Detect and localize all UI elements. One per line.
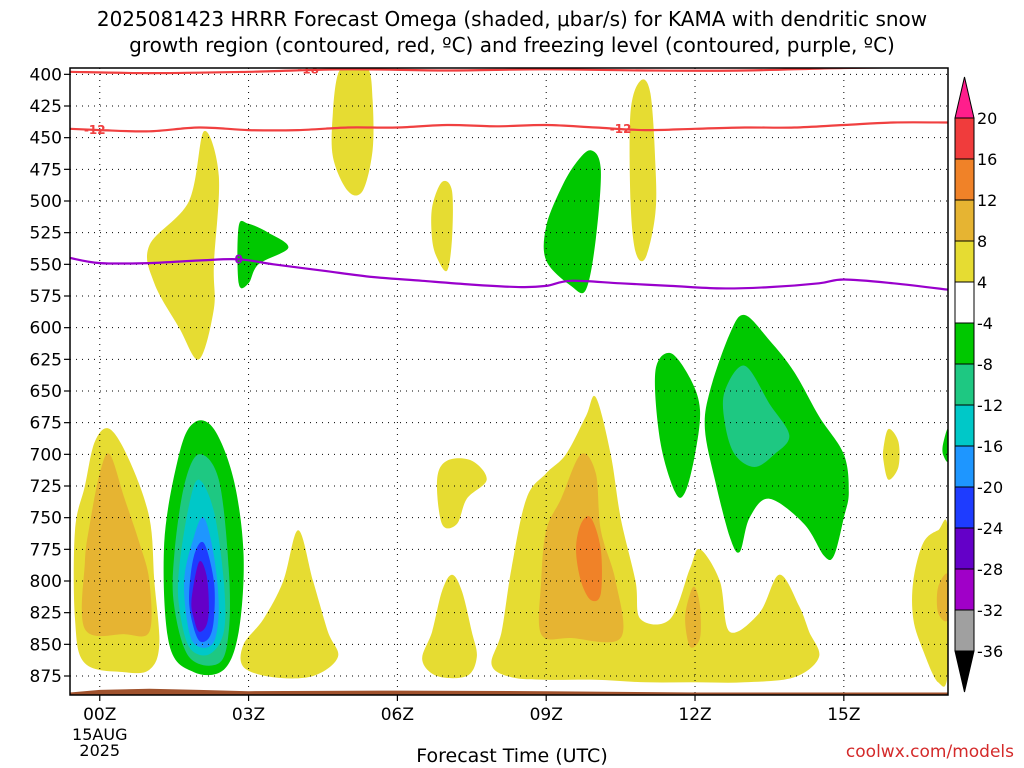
- colorbar-segment: [954, 609, 975, 652]
- colorbar-label: 20: [977, 109, 997, 128]
- ground-layer: [70, 688, 948, 695]
- contour-line--12: [70, 121, 948, 133]
- y-tick-label: 850: [30, 635, 62, 655]
- colorbar-label: -24: [977, 519, 1003, 538]
- contour-line-0: [70, 256, 948, 291]
- colorbar-segment: [954, 322, 975, 365]
- y-tick-label: 525: [30, 224, 62, 244]
- omega-region-27: [191, 560, 209, 632]
- y-tick-label: 875: [30, 667, 62, 687]
- x-axis-label: Forecast Time (UTC): [416, 745, 608, 767]
- colorbar-segment: [954, 650, 975, 693]
- colorbar-segment: [954, 117, 975, 160]
- y-tick-label: 450: [30, 129, 62, 149]
- y-tick-label: 600: [30, 319, 62, 339]
- y-tick-label: 425: [30, 97, 62, 117]
- omega-region-23: [722, 365, 790, 467]
- omega-shading: [73, 68, 948, 687]
- contour-line--18: [70, 68, 930, 75]
- y-tick-label: 500: [30, 192, 62, 212]
- colorbar-segment: [954, 445, 975, 488]
- omega-region-2: [431, 180, 453, 272]
- x-tick-label: 12Z: [678, 705, 711, 725]
- y-tick-label: 575: [30, 287, 62, 307]
- omega-region-1: [331, 68, 374, 196]
- y-tick-label: 400: [30, 65, 62, 85]
- chart-title-line-2: growth region (contoured, red, ºC) and f…: [129, 33, 895, 57]
- omega-region-17: [237, 220, 289, 289]
- colorbar-segment: [954, 281, 975, 324]
- colorbar-segment: [954, 363, 975, 406]
- colorbar-segment: [954, 158, 975, 201]
- colorbar: 20 16 12 8 4 -4 -8 -12 -16 -20 -24 -28 -32 -36: [954, 76, 1003, 693]
- colorbar-label: -36: [977, 642, 1003, 661]
- omega-region-15: [576, 516, 602, 602]
- colorbar-label: -8: [977, 355, 993, 374]
- colorbar-label: -32: [977, 601, 1003, 620]
- chart-title-line-1: 2025081423 HRRR Forecast Omega (shaded, …: [96, 7, 928, 31]
- y-tick-label: 475: [30, 160, 62, 180]
- colorbar-label: -28: [977, 560, 1003, 579]
- grid-lines: [70, 68, 948, 695]
- x-tick-label: 06Z: [381, 705, 414, 725]
- omega-region-10: [912, 519, 948, 687]
- omega-region-19: [654, 352, 701, 498]
- omega-region-11: [81, 453, 152, 637]
- contour-label: -12: [610, 122, 632, 136]
- colorbar-segment: [954, 568, 975, 611]
- y-tick-label: 725: [30, 477, 62, 497]
- colorbar-label: 4: [977, 273, 987, 292]
- terrain-strip: [70, 688, 948, 695]
- omega-region-0: [146, 130, 220, 360]
- contour-lines: -18 -12 -12 0: [70, 62, 948, 291]
- x-tick-label: 00Z: [83, 705, 116, 725]
- y-tick-label: 650: [30, 382, 62, 402]
- y-axis: 400 425 450 475 500 525 550 575 600 625 650 675 700 7…: [30, 65, 70, 687]
- credit-text: coolwx.com/models: [845, 742, 1014, 762]
- omega-region-13: [685, 586, 701, 648]
- omega-region-8: [422, 574, 477, 679]
- colorbar-segment: [954, 76, 975, 119]
- x-tick-sublabel: 2025: [79, 741, 120, 760]
- x-tick-label: 15Z: [827, 705, 860, 725]
- y-tick-label: 700: [30, 445, 62, 465]
- contour-label: -18: [297, 62, 319, 76]
- omega-region-3: [629, 79, 657, 262]
- colorbar-segment: [954, 199, 975, 242]
- y-tick-label: 800: [30, 572, 62, 592]
- colorbar-label: -20: [977, 478, 1003, 497]
- y-tick-label: 550: [30, 255, 62, 275]
- x-tick-label: 09Z: [530, 705, 563, 725]
- colorbar-label: -12: [977, 396, 1003, 415]
- colorbar-segment: [954, 404, 975, 447]
- omega-region-14: [936, 573, 948, 622]
- y-tick-label: 625: [30, 350, 62, 370]
- omega-region-7: [436, 458, 487, 529]
- colorbar-label: -4: [977, 314, 993, 333]
- y-tick-label: 750: [30, 509, 62, 529]
- omega-region-4: [882, 428, 900, 480]
- colorbar-label: 8: [977, 232, 987, 251]
- contour-label: -12: [84, 123, 106, 137]
- colorbar-segment: [954, 527, 975, 570]
- colorbar-segment: [954, 240, 975, 283]
- contour-label: 0: [234, 252, 242, 266]
- omega-region-21: [942, 428, 948, 462]
- omega-region-6: [240, 530, 339, 679]
- colorbar-label: -16: [977, 437, 1003, 456]
- colorbar-segment: [954, 486, 975, 529]
- colorbar-label: 16: [977, 150, 997, 169]
- x-tick-sublabel: 15AUG: [72, 725, 127, 744]
- x-tick-label: 03Z: [232, 705, 265, 725]
- y-tick-label: 675: [30, 414, 62, 434]
- y-tick-label: 775: [30, 540, 62, 560]
- y-tick-label: 825: [30, 604, 62, 624]
- omega-region-18: [543, 150, 601, 294]
- colorbar-label: 12: [977, 191, 997, 210]
- plot-frame: [69, 67, 949, 696]
